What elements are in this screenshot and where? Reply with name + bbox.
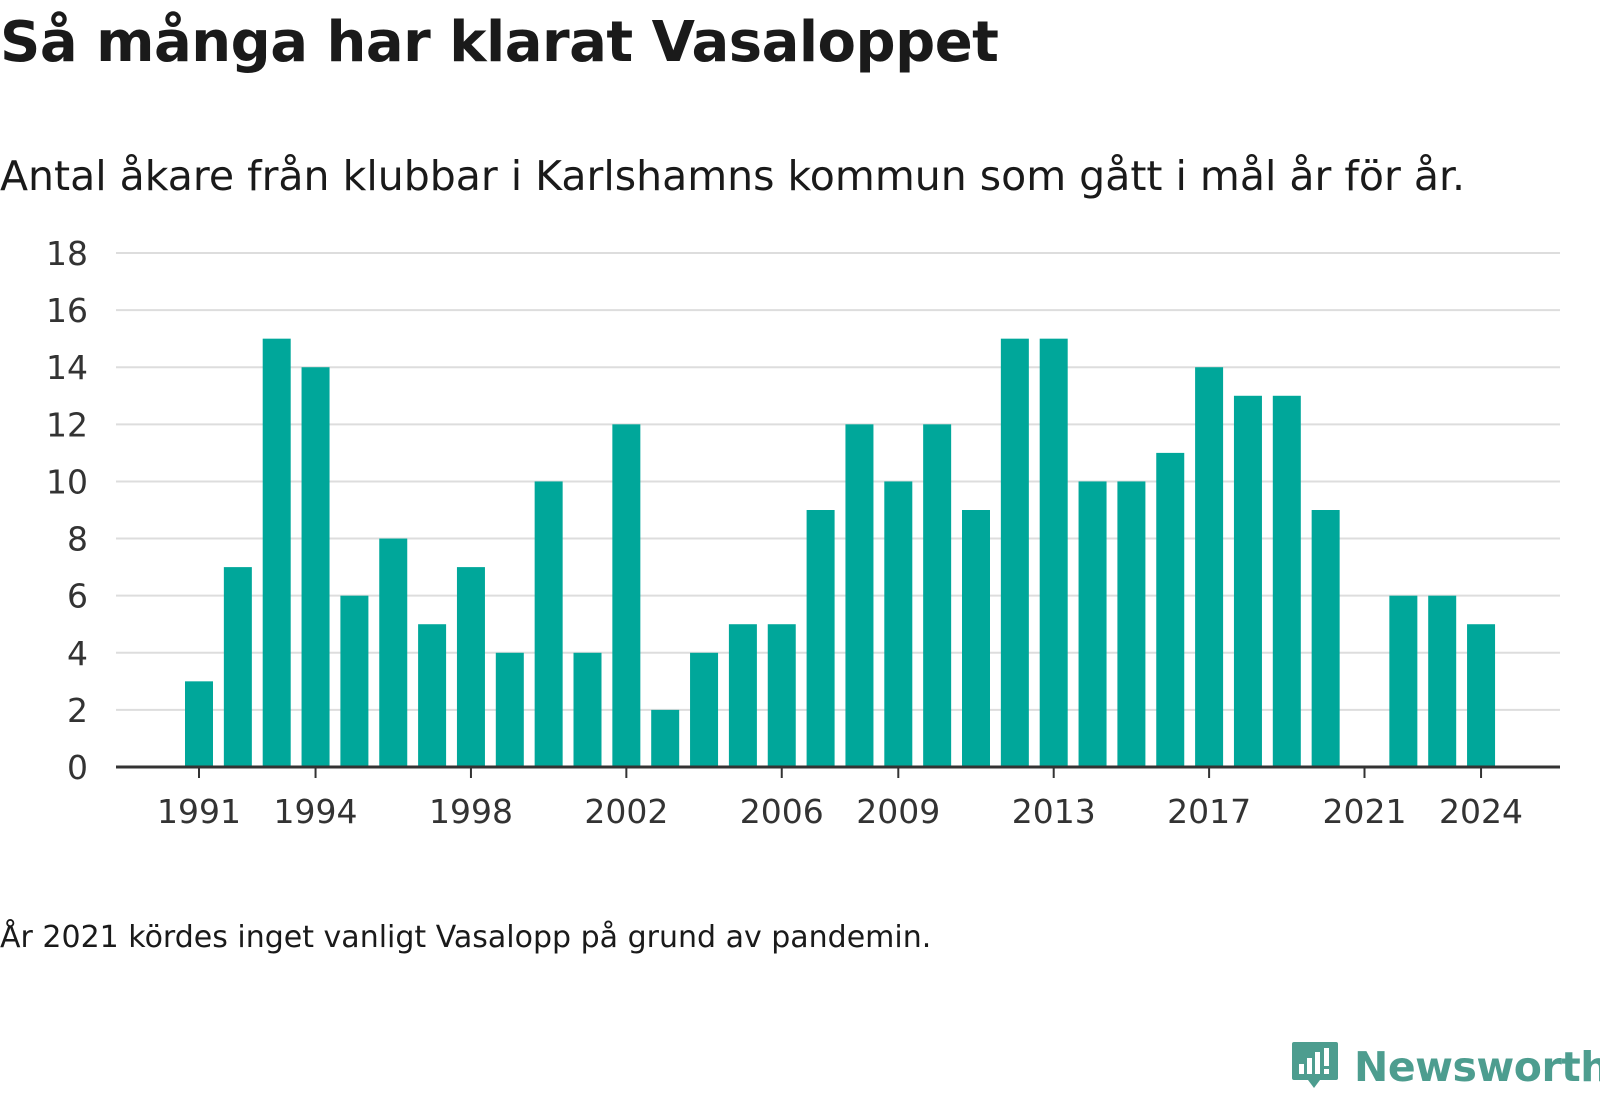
bar-1992 <box>223 567 252 767</box>
bar-chart-bubble-icon <box>1290 1040 1340 1094</box>
x-tick-label-2024: 2024 <box>1439 792 1523 831</box>
bar-2024 <box>1467 624 1496 767</box>
footnote: År 2021 kördes inget vanligt Vasalopp på… <box>0 920 932 955</box>
bar-1994 <box>301 367 330 767</box>
y-tick-label-18: 18 <box>46 234 88 273</box>
x-tick-label-2002: 2002 <box>584 792 668 831</box>
x-tick-label-2006: 2006 <box>740 792 824 831</box>
x-axis <box>116 765 1560 778</box>
y-tick-label-4: 4 <box>67 634 88 673</box>
bar-2016 <box>1156 452 1185 767</box>
bar-2010 <box>923 424 952 767</box>
bar-1996 <box>379 538 408 767</box>
x-tick-label-2009: 2009 <box>856 792 940 831</box>
newsworthy-logo: Newsworthy <box>1290 1040 1600 1094</box>
bar-2006 <box>767 624 796 767</box>
bar-2017 <box>1195 367 1224 767</box>
bar-2011 <box>962 510 990 767</box>
bar-2023 <box>1428 595 1457 767</box>
y-tick-label-2: 2 <box>67 691 88 730</box>
bar-2003 <box>651 709 680 767</box>
y-tick-label-16: 16 <box>46 291 88 330</box>
logo-text: Newsworthy <box>1354 1043 1600 1091</box>
bar-2020 <box>1311 510 1340 767</box>
bar-2002 <box>612 424 641 767</box>
bar-2007 <box>806 510 835 767</box>
bar-1998 <box>456 567 485 767</box>
bar-1995 <box>340 595 369 767</box>
bar-2005 <box>728 624 757 767</box>
y-tick-labels: 0 2 4 6 8 10 12 14 16 18 <box>46 234 88 787</box>
bar-2000 <box>534 481 563 767</box>
y-tick-label-6: 6 <box>67 577 88 616</box>
x-tick-label-2017: 2017 <box>1167 792 1251 831</box>
x-tick-label-2013: 2013 <box>1012 792 1096 831</box>
bar-2019 <box>1272 395 1301 767</box>
y-tick-label-0: 0 <box>67 748 88 787</box>
bar-2012 <box>1000 338 1029 767</box>
x-tick-label-1998: 1998 <box>429 792 513 831</box>
x-tick-labels: 1991 1994 1998 2002 2006 2009 2013 2017 2021 2024 <box>157 792 1523 831</box>
y-tick-label-10: 10 <box>46 462 88 501</box>
bar-chart: 0 2 4 6 8 10 12 14 16 18 1991 1994 1998 2002 2006 2009… <box>46 234 1560 831</box>
bar-1993 <box>262 338 291 767</box>
bar-2004 <box>690 652 719 767</box>
x-tick-label-1994: 1994 <box>274 792 358 831</box>
bar-2018 <box>1233 395 1262 767</box>
bar-2001 <box>573 652 602 767</box>
y-tick-label-14: 14 <box>46 348 88 387</box>
bar-1999 <box>495 652 524 767</box>
bar-2015 <box>1117 481 1146 767</box>
x-tick-label-2021: 2021 <box>1323 792 1407 831</box>
bar-2014 <box>1078 481 1107 767</box>
bar-2022 <box>1389 595 1418 767</box>
chart-subtitle: Antal åkare från klubbar i Karlshamns ko… <box>0 152 1466 200</box>
x-tick-label-1991: 1991 <box>157 792 241 831</box>
bar-2013 <box>1039 338 1068 767</box>
bar-2009 <box>884 481 913 767</box>
bar-1997 <box>418 624 447 767</box>
bar-1991 <box>185 681 213 767</box>
chart-title: Så många har klarat Vasaloppet <box>0 10 999 75</box>
bar-2008 <box>845 424 874 767</box>
grid-lines <box>116 252 1560 711</box>
y-tick-label-8: 8 <box>67 520 88 559</box>
bars <box>185 338 1496 767</box>
y-tick-label-12: 12 <box>46 405 88 444</box>
